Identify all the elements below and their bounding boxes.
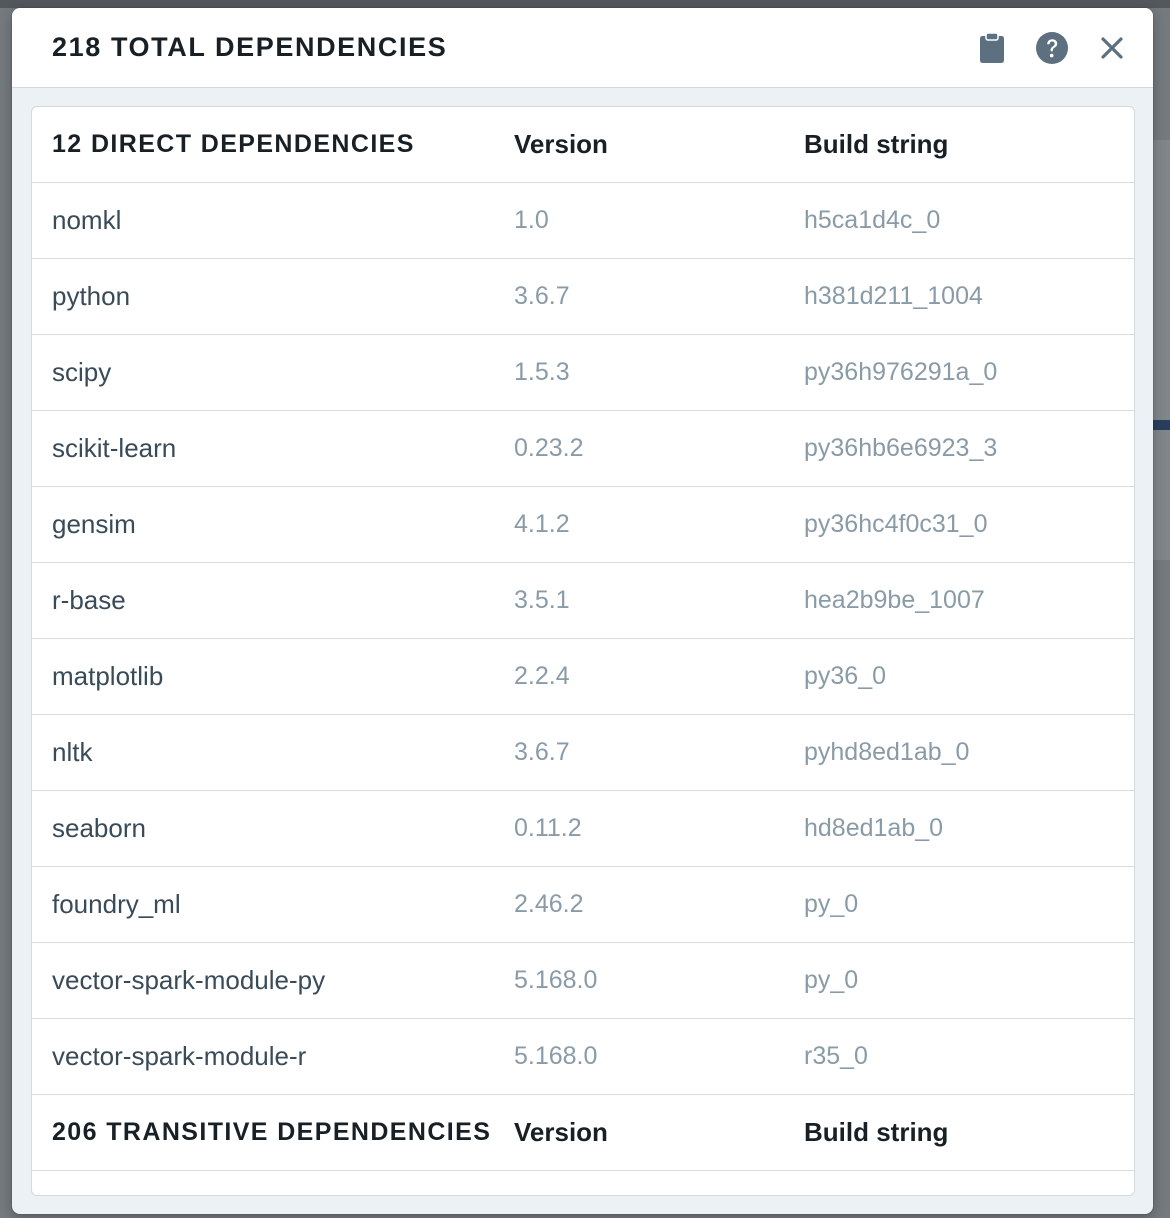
build-string-column-header: Build string: [804, 129, 949, 159]
package-name: nomkl: [52, 205, 122, 235]
table-row: gensim 4.1.2 py36hc4f0c31_0: [32, 487, 1134, 563]
package-build-string: py36h976291a_0: [804, 358, 998, 386]
dependencies-dialog: 218 TOTAL DEPENDENCIES: [12, 8, 1153, 1214]
table-row: r-base 3.5.1 hea2b9be_1007: [32, 563, 1134, 639]
table-row: nltk 3.6.7 pyhd8ed1ab_0: [32, 715, 1134, 791]
package-version: 2.46.2: [514, 890, 584, 918]
package-build-string: py_0: [804, 966, 859, 994]
transitive-dependencies-header: 206 TRANSITIVE DEPENDENCIES Version Buil…: [32, 1095, 1134, 1171]
package-version: 5.168.0: [514, 966, 598, 994]
package-version: 0.11.2: [514, 814, 582, 842]
table-row: foundry_ml 2.46.2 py_0: [32, 867, 1134, 943]
package-name: matplotlib: [52, 661, 164, 691]
package-build-string: h381d211_1004: [804, 282, 983, 310]
package-name: vector-spark-module-py: [52, 965, 326, 995]
package-version: 3.6.7: [514, 282, 570, 310]
package-build-string: hd8ed1ab_0: [804, 814, 944, 842]
package-name: scipy: [52, 357, 112, 387]
package-build-string: py_0: [804, 890, 859, 918]
direct-dependencies-header: 12 DIRECT DEPENDENCIES Version Build str…: [32, 107, 1134, 183]
clipboard-icon[interactable]: [975, 31, 1009, 65]
package-version: 4.1.2: [514, 510, 570, 538]
build-string-column-header: Build string: [804, 1117, 949, 1147]
package-version: 5.168.0: [514, 1042, 598, 1070]
package-version: 0.23.2: [514, 434, 584, 462]
package-build-string: r35_0: [804, 1042, 868, 1070]
package-name: python: [52, 281, 131, 311]
table-row: python 3.6.7 h381d211_1004: [32, 259, 1134, 335]
package-build-string: py36_0: [804, 662, 887, 690]
package-version: 1.0: [514, 206, 549, 234]
background-toolbar: [0, 0, 1170, 8]
table-row: vector-spark-module-py 5.168.0 py_0: [32, 943, 1134, 1019]
version-column-header: Version: [514, 129, 608, 159]
package-build-string: pyhd8ed1ab_0: [804, 738, 970, 766]
package-name: nltk: [52, 737, 93, 767]
package-build-string: py36hc4f0c31_0: [804, 510, 988, 538]
package-name: scikit-learn: [52, 433, 177, 463]
package-name: foundry_ml: [52, 889, 181, 919]
package-build-string: hea2b9be_1007: [804, 586, 985, 614]
table-row: matplotlib 2.2.4 py36_0: [32, 639, 1134, 715]
version-column-header: Version: [514, 1117, 608, 1147]
dependencies-table[interactable]: 12 DIRECT DEPENDENCIES Version Build str…: [31, 106, 1135, 1196]
package-version: 3.5.1: [514, 586, 570, 614]
package-name: gensim: [52, 509, 136, 539]
background-accent: [1152, 420, 1170, 430]
package-name: r-base: [52, 585, 126, 615]
dialog-title: 218 TOTAL DEPENDENCIES: [52, 32, 448, 62]
transitive-dependencies-heading: 206 TRANSITIVE DEPENDENCIES: [52, 1118, 492, 1146]
table-row: vector-spark-module-r 5.168.0 r35_0: [32, 1019, 1134, 1095]
package-build-string: h5ca1d4c_0: [804, 206, 941, 234]
package-name: vector-spark-module-r: [52, 1041, 307, 1071]
direct-dependencies-heading: 12 DIRECT DEPENDENCIES: [52, 130, 415, 158]
package-version: 1.5.3: [514, 358, 570, 386]
package-name: seaborn: [52, 813, 146, 843]
package-version: 3.6.7: [514, 738, 570, 766]
close-icon[interactable]: [1095, 31, 1129, 65]
dialog-header: 218 TOTAL DEPENDENCIES: [12, 8, 1153, 88]
table-row: scipy 1.5.3 py36h976291a_0: [32, 335, 1134, 411]
table-row: seaborn 0.11.2 hd8ed1ab_0: [32, 791, 1134, 867]
background-panel: [1150, 140, 1170, 560]
package-build-string: py36hb6e6923_3: [804, 434, 998, 462]
header-actions: [975, 31, 1129, 65]
table-row: scikit-learn 0.23.2 py36hb6e6923_3: [32, 411, 1134, 487]
table-row: nomkl 1.0 h5ca1d4c_0: [32, 183, 1134, 259]
package-version: 2.2.4: [514, 662, 570, 690]
help-icon[interactable]: [1035, 31, 1069, 65]
